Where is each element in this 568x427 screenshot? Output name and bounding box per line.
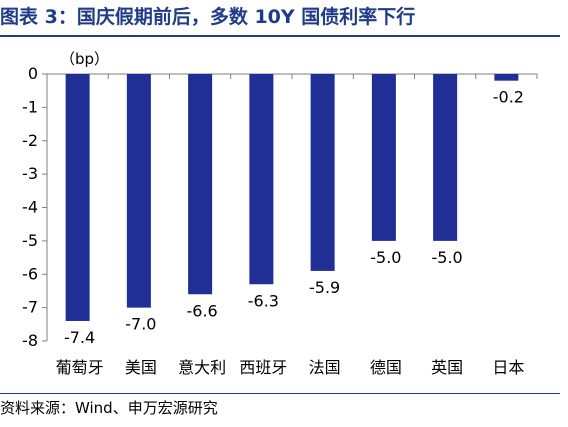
source-note: 资料来源：Wind、申万宏源研究 xyxy=(0,399,218,417)
chart-title: 图表 3：国庆假期前后，多数 10Y 国债利率下行 xyxy=(0,6,416,28)
bar xyxy=(433,74,458,241)
x-tick-label: 意大利 xyxy=(178,358,226,377)
y-tick-label: -8 xyxy=(22,331,38,350)
bar xyxy=(249,74,274,285)
title-divider xyxy=(0,35,560,37)
y-tick-label: -1 xyxy=(22,97,38,116)
data-label: -5.9 xyxy=(309,278,340,297)
bar xyxy=(65,74,90,321)
y-tick-label: -7 xyxy=(22,298,38,317)
y-tick-label: 0 xyxy=(28,64,38,83)
data-label: -6.3 xyxy=(248,291,279,310)
y-unit-label: （bp） xyxy=(60,50,109,68)
data-label: -7.0 xyxy=(125,315,156,334)
data-label: -5.0 xyxy=(432,248,463,267)
bar xyxy=(310,74,335,271)
x-tick-label: 美国 xyxy=(125,358,157,377)
data-label: -5.0 xyxy=(370,248,401,267)
x-tick-label: 西班牙 xyxy=(239,358,287,377)
axes: （bp） 0 -1 -2 -3 -4 -5 -6 -7 -8 葡萄牙 美国 意大利 西班牙 法国 德国 英国 日本 xyxy=(22,50,538,377)
source-divider xyxy=(0,393,560,394)
bar xyxy=(494,74,519,81)
bar xyxy=(188,74,213,295)
y-tick-label: -3 xyxy=(22,164,38,183)
y-tick-label: -4 xyxy=(22,198,38,217)
x-tick-label: 法国 xyxy=(309,358,341,377)
x-tick-label: 葡萄牙 xyxy=(56,358,104,377)
y-tick-label: -2 xyxy=(22,131,38,150)
bar-chart: （bp） 0 -1 -2 -3 -4 -5 -6 -7 -8 葡萄牙 美国 意大利 西班牙 法国 德国 英国 日本… xyxy=(22,50,538,377)
data-label: -6.6 xyxy=(187,301,218,320)
data-labels: -7.4 -7.0 -6.6 -6.3 -5.9 -5.0 -5.0 -0.2 xyxy=(64,88,524,347)
bars xyxy=(65,74,519,321)
bar xyxy=(126,74,151,308)
bar xyxy=(371,74,396,241)
y-tick-label: -5 xyxy=(22,231,38,250)
y-tick-label: -6 xyxy=(22,264,38,283)
data-label: -0.2 xyxy=(493,88,524,107)
x-tick-label: 日本 xyxy=(492,358,524,377)
x-tick-label: 英国 xyxy=(431,358,463,377)
x-tick-label: 德国 xyxy=(370,358,402,377)
data-label: -7.4 xyxy=(64,328,95,347)
